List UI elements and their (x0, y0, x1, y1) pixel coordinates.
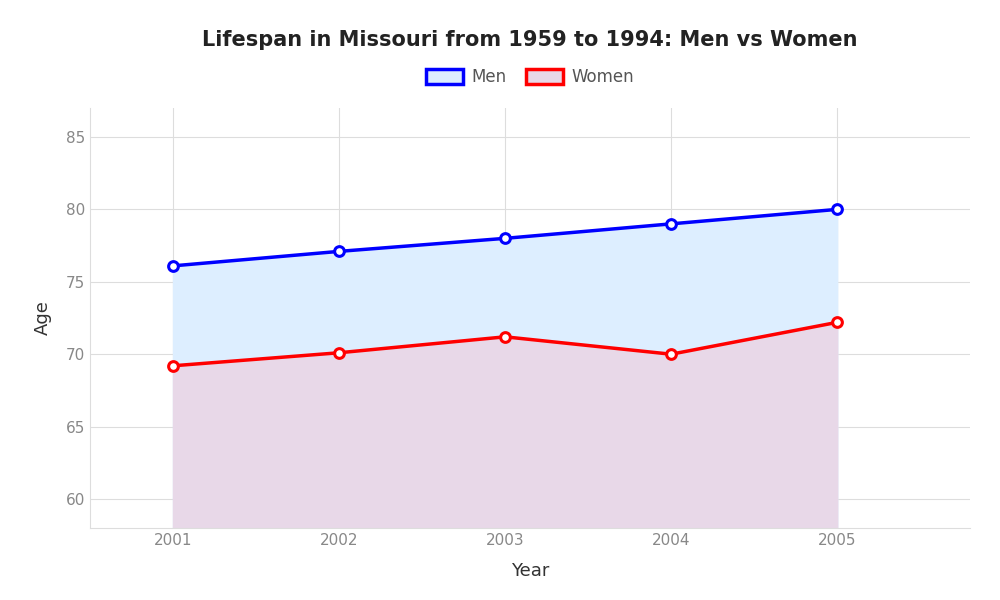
Y-axis label: Age: Age (34, 301, 52, 335)
Title: Lifespan in Missouri from 1959 to 1994: Men vs Women: Lifespan in Missouri from 1959 to 1994: … (202, 29, 858, 49)
Legend: Men, Women: Men, Women (419, 62, 641, 93)
X-axis label: Year: Year (511, 562, 549, 580)
